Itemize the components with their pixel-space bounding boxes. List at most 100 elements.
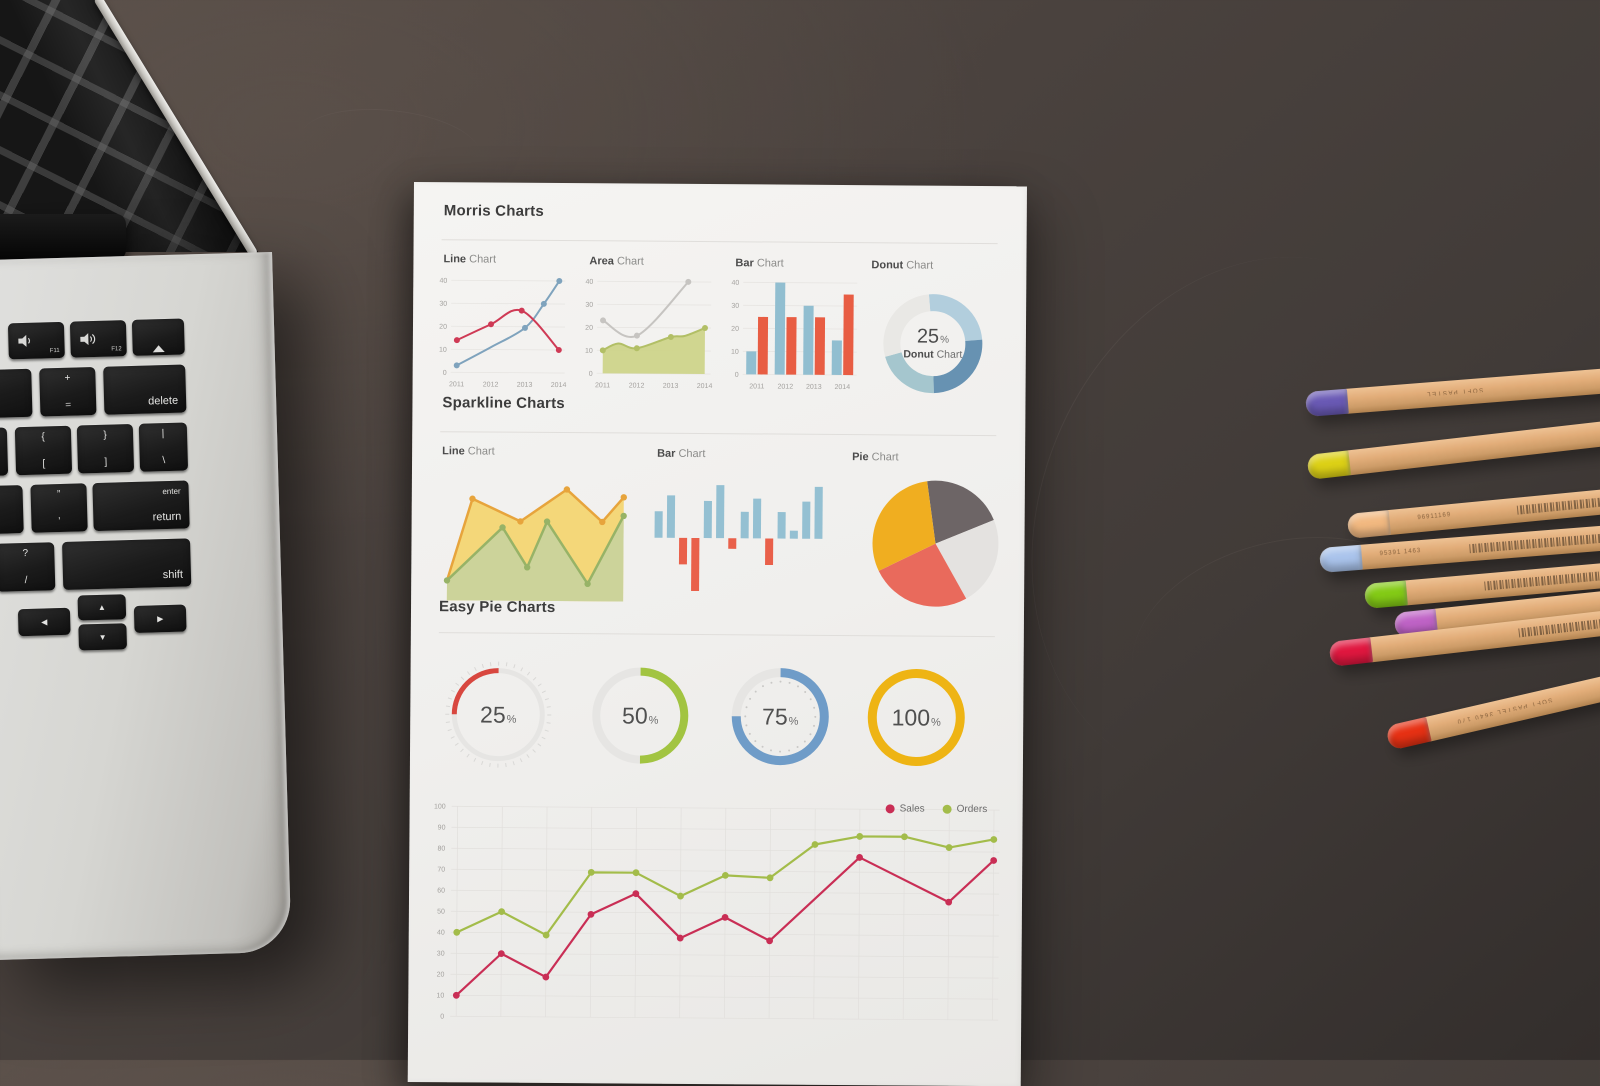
svg-text:0: 0 <box>589 371 593 378</box>
chart-legend: Sales Orders <box>886 803 988 815</box>
section-title-sparkline: Sparkline Charts <box>442 394 565 412</box>
key-arrow-down[interactable]: ▼ <box>78 623 127 650</box>
easy-pie-25: 25% <box>442 658 555 771</box>
svg-text:0: 0 <box>443 370 447 377</box>
key-shift[interactable]: shift <box>62 538 191 590</box>
svg-text:2014: 2014 <box>835 384 851 391</box>
key-quote[interactable]: ” ’ <box>30 483 87 533</box>
svg-text:10: 10 <box>439 347 447 354</box>
svg-text:2013: 2013 <box>663 383 679 390</box>
chart-title-sparkline-pie: Pie Chart <box>852 451 899 463</box>
report-paper: Morris Charts Line Chart Area Chart Bar … <box>408 182 1027 1086</box>
divider <box>442 239 998 244</box>
key-arrow-right[interactable]: ▶ <box>134 605 187 633</box>
chart-title-sparkline-line: Line Chart <box>442 445 495 457</box>
pencil-cap <box>1329 637 1374 667</box>
svg-text:Donut Chart: Donut Chart <box>903 348 962 360</box>
svg-text:40: 40 <box>437 929 445 936</box>
svg-text:10: 10 <box>731 349 739 356</box>
svg-text:20: 20 <box>585 325 593 332</box>
eject-icon <box>152 328 164 346</box>
laptop-keyboard-deck: F11 F12 - - + = delete { [ } ] <box>0 252 292 960</box>
section-title-easy-pie: Easy Pie Charts <box>439 598 556 616</box>
svg-text:60: 60 <box>437 887 445 894</box>
svg-text:2014: 2014 <box>697 383 713 390</box>
key-return[interactable]: enter return <box>92 480 189 531</box>
sparkline-bar-chart <box>653 476 826 603</box>
svg-text:2011: 2011 <box>749 383 764 390</box>
svg-text:2013: 2013 <box>517 382 533 389</box>
key-f11-label: F11 <box>50 348 60 354</box>
svg-text:20: 20 <box>731 326 739 333</box>
svg-text:100: 100 <box>434 803 446 810</box>
chart-title-donut: Donut Chart <box>871 259 933 271</box>
svg-text:80: 80 <box>438 845 446 852</box>
svg-text:20: 20 <box>437 971 445 978</box>
pencil-cap <box>1364 580 1408 609</box>
key-delete[interactable]: delete <box>103 364 186 414</box>
svg-text:90: 90 <box>438 824 446 831</box>
svg-text:2012: 2012 <box>629 383 645 390</box>
svg-text:50: 50 <box>437 908 445 915</box>
sparkline-line-chart <box>441 470 628 607</box>
pencil-yellow <box>1307 420 1600 480</box>
key-partial[interactable] <box>0 427 8 477</box>
svg-text:2011: 2011 <box>449 381 464 388</box>
section-title-morris: Morris Charts <box>444 202 544 220</box>
key-right-bracket[interactable]: } ] <box>77 424 134 474</box>
svg-text:10: 10 <box>436 992 444 999</box>
key-eject[interactable] <box>132 318 185 355</box>
volume-down-icon <box>17 334 35 353</box>
legend-item-orders: Orders <box>943 804 988 815</box>
key-question[interactable]: ? / <box>0 542 55 592</box>
sparkline-pie-chart <box>869 477 1002 610</box>
arrow-left-icon: ◀ <box>18 608 71 636</box>
key-equals[interactable]: + = <box>39 367 96 417</box>
easy-pie-100: 100% <box>860 661 973 774</box>
svg-text:0: 0 <box>735 372 739 379</box>
arrow-up-icon: ▲ <box>78 594 127 620</box>
arrow-right-icon: ▶ <box>134 605 187 633</box>
laptop: F11 F12 - - + = delete { [ } ] <box>0 0 340 1000</box>
svg-text:50%: 50% <box>622 702 659 728</box>
svg-text:25%: 25% <box>480 701 517 727</box>
divider <box>440 431 996 436</box>
svg-text:2012: 2012 <box>778 384 794 391</box>
key-arrow-left[interactable]: ◀ <box>18 608 71 636</box>
chart-title-line: Line Chart <box>443 253 496 265</box>
key-backslash[interactable]: | \ <box>139 422 188 471</box>
pencil-cap <box>1307 450 1352 480</box>
svg-text:2013: 2013 <box>806 384 822 391</box>
laptop-hinge <box>0 214 126 260</box>
pencil-cap <box>1347 510 1391 539</box>
pencil-cap <box>1305 389 1349 417</box>
easy-pie-75: 75% <box>724 660 837 773</box>
pencil-cap <box>1385 717 1432 751</box>
key-minus[interactable]: - - <box>0 369 33 419</box>
chart-title-sparkline-bar: Bar Chart <box>657 448 705 460</box>
key-f12[interactable]: F12 <box>70 320 127 358</box>
key-f11[interactable]: F11 <box>8 322 65 360</box>
key-partial[interactable] <box>0 485 24 535</box>
pencil-red: SOFT PASTEL 3640 170 <box>1385 671 1600 750</box>
svg-text:2012: 2012 <box>483 381 499 388</box>
svg-text:40: 40 <box>439 278 447 285</box>
chart-title-bar: Bar Chart <box>735 257 783 269</box>
sales-legend-dot <box>886 804 895 813</box>
legend-item-sales: Sales <box>886 803 925 814</box>
easy-pie-50: 50% <box>584 659 697 772</box>
key-arrow-up[interactable]: ▲ <box>78 594 127 620</box>
svg-text:20: 20 <box>439 324 447 331</box>
svg-text:100%: 100% <box>892 704 942 730</box>
svg-text:2011: 2011 <box>595 382 610 389</box>
svg-text:30: 30 <box>437 950 445 957</box>
svg-text:30: 30 <box>731 303 739 310</box>
divider <box>439 632 995 637</box>
key-left-bracket[interactable]: { [ <box>15 426 72 476</box>
arrow-down-icon: ▼ <box>78 623 127 650</box>
volume-up-icon <box>79 332 99 352</box>
